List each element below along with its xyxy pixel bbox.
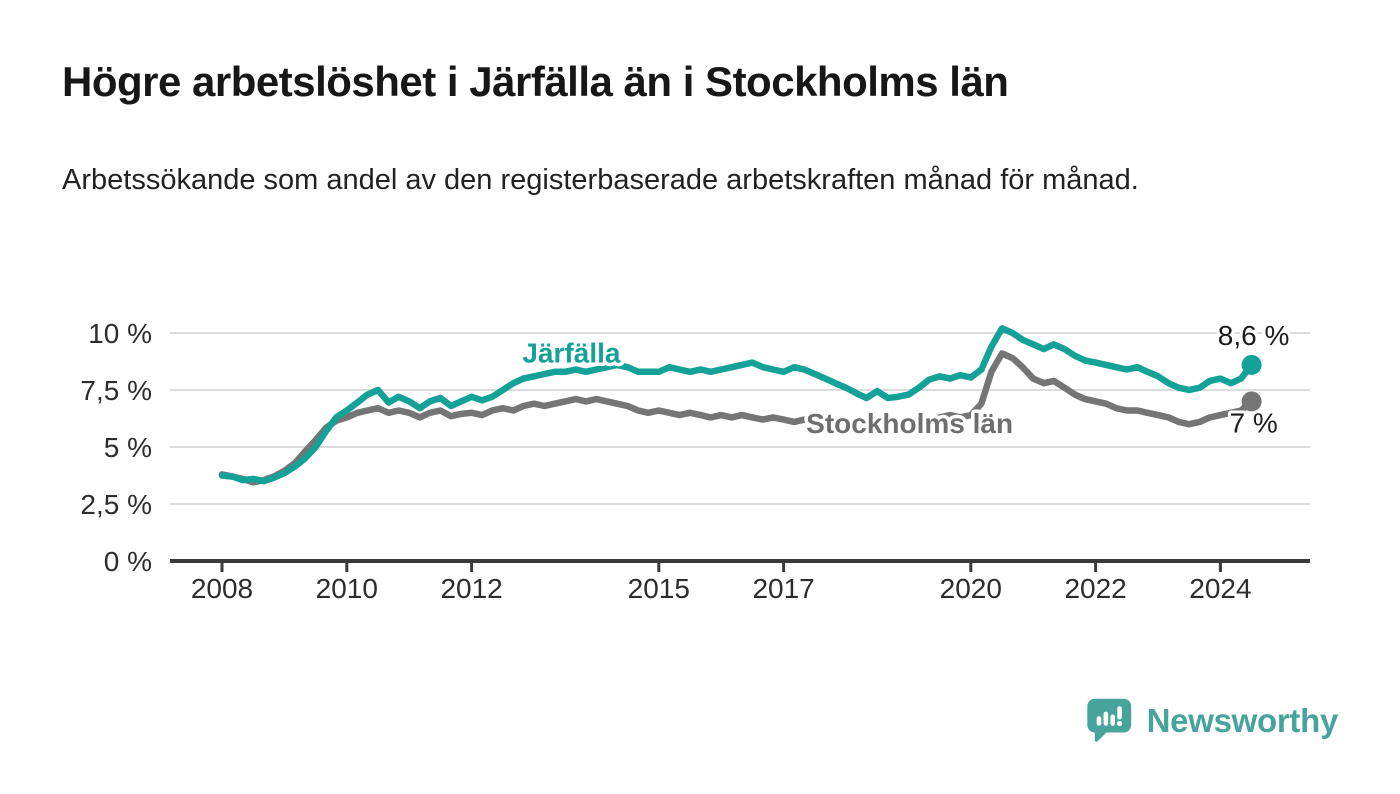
chart-subtitle: Arbetssökande som andel av den registerb… bbox=[62, 164, 1139, 196]
x-tick-label: 2022 bbox=[1064, 573, 1126, 604]
x-tick-label: 2020 bbox=[940, 573, 1002, 604]
series-label: Stockholms län bbox=[806, 408, 1013, 439]
y-tick-label: 10 % bbox=[88, 318, 152, 349]
y-tick-label: 2,5 % bbox=[80, 489, 152, 520]
page-title: Högre arbetslöshet i Järfälla än i Stock… bbox=[62, 58, 1009, 105]
y-tick-label: 7,5 % bbox=[80, 375, 152, 406]
x-tick-label: 2017 bbox=[752, 573, 814, 604]
y-tick-label: 5 % bbox=[104, 432, 152, 463]
series-end-value: 8,6 % bbox=[1218, 320, 1290, 351]
series-line bbox=[218, 350, 1255, 486]
series-end-value: 7 % bbox=[1229, 407, 1277, 438]
series-label: Järfälla bbox=[522, 337, 620, 368]
newsworthy-logo: Newsworthy bbox=[1085, 695, 1338, 747]
series-end-dot bbox=[1241, 391, 1262, 412]
x-tick-label: 2008 bbox=[191, 573, 253, 604]
newsworthy-logo-text: Newsworthy bbox=[1146, 702, 1339, 739]
series-end-dot bbox=[1241, 354, 1262, 375]
x-tick-label: 2010 bbox=[316, 573, 378, 604]
x-tick-label: 2012 bbox=[440, 573, 502, 604]
newsworthy-logo-icon bbox=[1086, 698, 1131, 742]
x-tick-label: 2015 bbox=[628, 573, 690, 604]
x-tick-label: 2024 bbox=[1189, 573, 1251, 604]
y-tick-label: 0 % bbox=[104, 546, 152, 577]
series-line bbox=[218, 325, 1255, 485]
